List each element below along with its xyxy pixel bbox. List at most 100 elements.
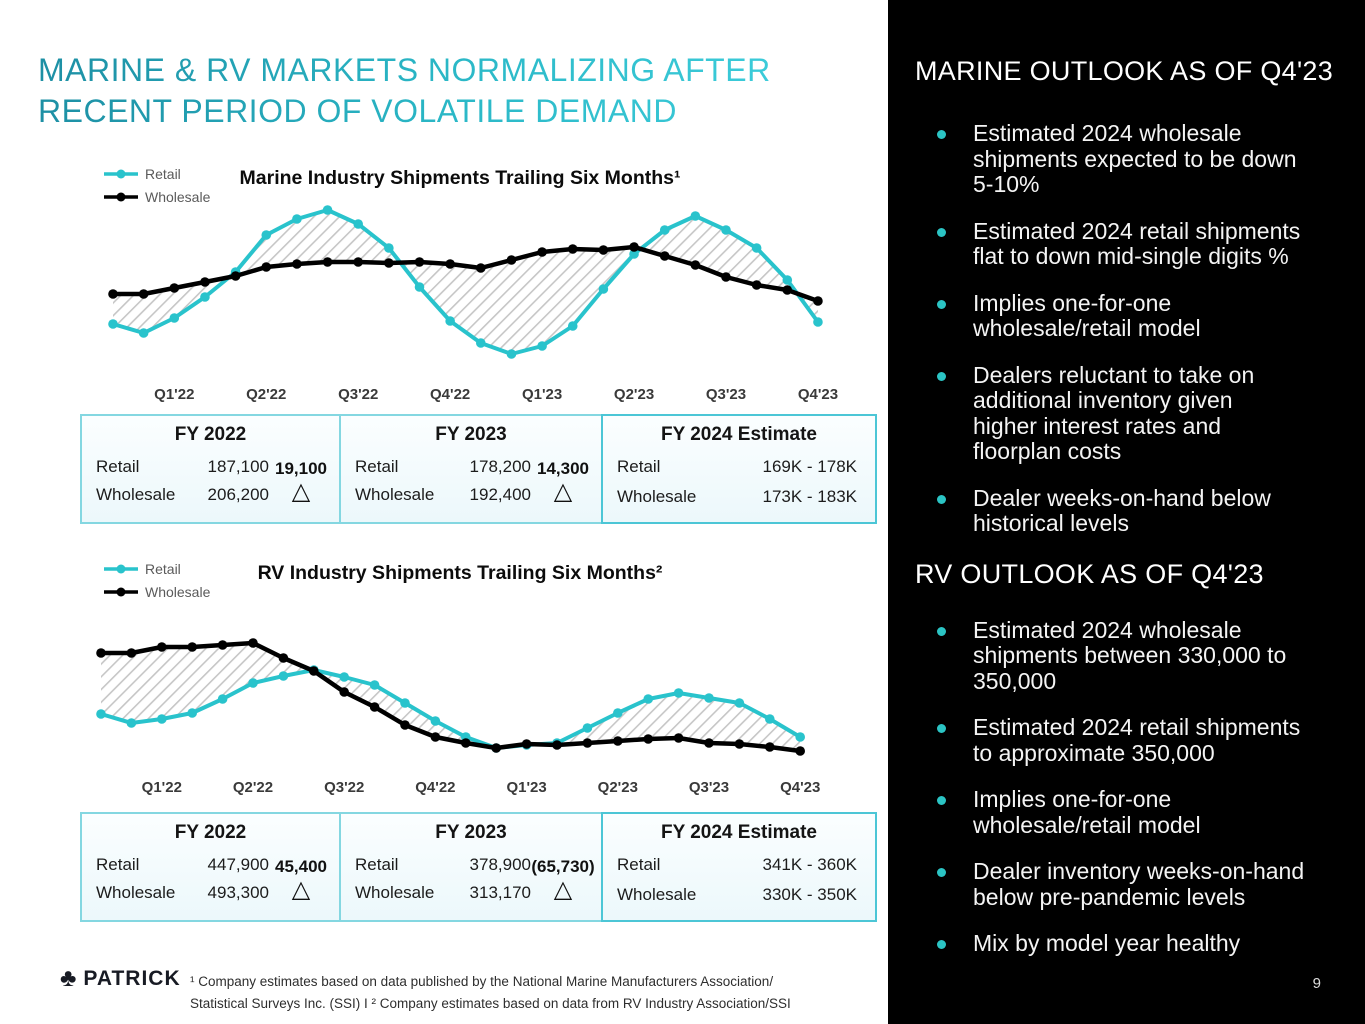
outlook-sidebar: MARINE OUTLOOK AS OF Q4'23 Estimated 202… (888, 0, 1365, 1024)
bullet-dot-icon (937, 868, 946, 877)
wholesale-point (187, 642, 197, 652)
bullet-text: Estimated 2024 wholesale shipments betwe… (973, 616, 1287, 694)
retail-point (506, 349, 517, 359)
retail-point (261, 230, 272, 240)
wholesale-point (369, 702, 380, 712)
wholesale-point (704, 738, 714, 748)
x-axis-label: Q2'23 (598, 779, 638, 796)
retail-point (217, 694, 228, 704)
row-value: 493,300 (207, 883, 269, 902)
table-body: Retail 341K - 360K Wholesale 330K - 350K (603, 855, 875, 905)
bullet-item: Dealer inventory weeks-on-hand below pre… (915, 858, 1335, 910)
retail-point (384, 243, 394, 253)
wholesale-point (384, 258, 394, 268)
bullet-dot-icon (937, 940, 946, 949)
x-axis-label: Q1'22 (142, 779, 182, 796)
bullet-text: Estimated 2024 wholesale shipments expec… (973, 120, 1297, 197)
wholesale-point (157, 642, 167, 652)
x-axis-label: Q4'23 (780, 779, 820, 796)
table-header: FY 2023 (435, 822, 507, 843)
row-label: Retail (355, 855, 399, 874)
bullet-item: Implies one-for-one wholesale/retail mod… (915, 290, 1335, 342)
legend-retail: Retail (103, 561, 210, 577)
rv-chart-legend: Retail Wholesale (103, 561, 210, 600)
table-body: Retail 178,200 Wholesale 192,400 14,300 △ (341, 457, 601, 505)
wholesale-point (629, 242, 639, 252)
delta-triangle-icon: △ (553, 478, 573, 505)
legend-retail-label: Retail (145, 166, 181, 182)
rv-line-chart: Q1'22 Q2'22 Q3'22 Q4'22 Q1'23 Q2'23 Q3'23 Q4'23 (96, 638, 820, 796)
retail-point (795, 732, 805, 742)
wholesale-point (613, 736, 623, 746)
wholesale-point (278, 653, 289, 663)
wholesale-point (659, 251, 670, 261)
retail-point (765, 714, 775, 724)
retail-point (248, 678, 258, 688)
x-axis-label: Q4'22 (415, 779, 455, 796)
retail-point (138, 328, 149, 338)
row-value: 192,400 (469, 485, 531, 504)
delta-triangle-icon: △ (291, 876, 311, 903)
row-value: 378,900 (469, 855, 531, 874)
footnote: ¹ Company estimates based on data publis… (190, 974, 791, 1011)
retail-point (751, 243, 762, 253)
row-value: 341K - 360K (762, 855, 857, 874)
wholesale-point (200, 277, 210, 287)
x-axis-label: Q1'23 (506, 779, 546, 796)
retail-point (813, 317, 823, 327)
table-header: FY 2023 (435, 424, 507, 445)
wholesale-point (567, 244, 578, 254)
wholesale-point (261, 262, 272, 272)
retail-point (292, 214, 302, 224)
retail-point (157, 714, 167, 724)
row-label: Retail (355, 457, 399, 476)
x-axis-label: Q1'22 (154, 386, 194, 403)
retail-line-swatch-icon (104, 169, 138, 179)
delta-cell: 14,300 △ (531, 459, 595, 505)
delta-cell: (65,730) △ (531, 857, 595, 903)
retail-point (659, 225, 670, 235)
wholesale-point (430, 732, 441, 742)
bullet-text: Implies one-for-one wholesale/retail mod… (973, 786, 1201, 838)
x-axis-label: Q3'22 (324, 779, 364, 796)
row-label: Retail (96, 457, 140, 476)
table-body: Retail 378,900 Wholesale 313,170 (65,730) △ (341, 855, 601, 903)
wholesale-point (506, 255, 517, 265)
x-axis-label: Q3'23 (689, 779, 729, 796)
bullet-item: Implies one-for-one wholesale/retail mod… (915, 786, 1335, 838)
wholesale-line (110, 244, 821, 304)
delta-value: (65,730) (531, 857, 595, 876)
row-label: Retail (617, 457, 661, 476)
sidebar-content: MARINE OUTLOOK AS OF Q4'23 Estimated 202… (888, 0, 1365, 957)
wholesale-point (476, 263, 486, 273)
delta-triangle-icon: △ (553, 876, 573, 903)
retail-point (598, 284, 609, 294)
wholesale-point (795, 746, 805, 756)
wholesale-point (169, 283, 180, 293)
patrick-logo-text: PATRICK (83, 966, 181, 990)
legend-retail-label: Retail (145, 561, 181, 577)
row-label: Wholesale (355, 883, 435, 902)
rv-outlook-list: Estimated 2024 wholesale shipments betwe… (915, 616, 1335, 957)
x-axis-label: Q4'22 (430, 386, 470, 403)
row-label: Wholesale (617, 487, 697, 506)
row-label: Wholesale (96, 485, 176, 504)
row-label: Retail (617, 855, 661, 874)
marine-chart-title: Marine Industry Shipments Trailing Six M… (239, 167, 681, 189)
legend-retail: Retail (103, 166, 210, 182)
row-value: 173K - 183K (762, 487, 857, 506)
row-label: Wholesale (355, 485, 435, 504)
retail-point (353, 219, 364, 229)
x-axis-label: Q3'22 (338, 386, 378, 403)
retail-point (126, 718, 137, 728)
bullet-dot-icon (937, 494, 946, 504)
marine-chart-legend: Retail Wholesale (103, 166, 210, 205)
slide-title: MARINE & RV MARKETS NORMALIZING AFTER RE… (38, 50, 771, 132)
wholesale-point (400, 720, 410, 730)
bullet-text: Dealer weeks-on-hand below historical le… (973, 484, 1271, 536)
fy-summary-table: FY 2022 Retail 187,100 Wholesale 206,200 19,1… (80, 414, 341, 524)
bullet-text: Estimated 2024 retail shipments flat to … (973, 217, 1301, 269)
retail-point (430, 716, 441, 726)
delta-triangle-icon: △ (291, 478, 311, 505)
